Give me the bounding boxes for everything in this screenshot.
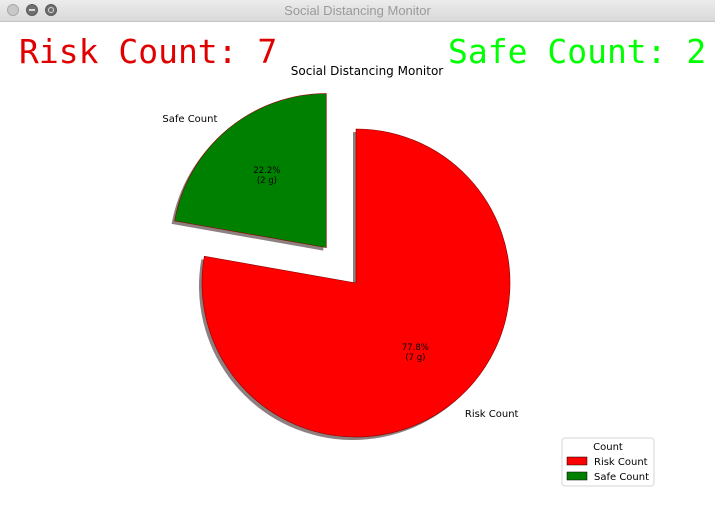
window-titlebar: Social Distancing Monitor <box>0 0 715 22</box>
risk-count-overlay: Risk Count: 7 <box>19 32 278 71</box>
zoom-window-button[interactable] <box>45 4 57 16</box>
pie-slice-risk-count <box>201 128 511 438</box>
chart-legend: Count Risk Count Safe Count <box>561 437 655 487</box>
chart-title: Social Distancing Monitor <box>291 64 444 78</box>
pie-percent-label: 22.2% (2 g) <box>253 166 280 186</box>
pie-slice-label: Safe Count <box>162 114 217 125</box>
legend-title: Count <box>593 442 623 453</box>
close-window-button[interactable] <box>7 4 19 16</box>
pie-slice-safe-count <box>174 93 327 248</box>
window-title: Social Distancing Monitor <box>284 3 431 18</box>
legend-entry-label: Risk Count <box>594 457 648 468</box>
legend-entry-label: Safe Count <box>594 472 649 483</box>
legend-swatch <box>566 456 588 466</box>
pie-chart: Social Distancing Monitor 77.8% (7 g) Risk… <box>162 64 655 487</box>
pie-slice-label: Risk Count <box>465 409 519 420</box>
legend-swatch <box>566 471 588 481</box>
pie-group: 77.8% (7 g) Risk Count 22.2% (2 g) Safe Count <box>162 93 519 440</box>
pie-percent-label: 77.8% (7 g) <box>402 343 429 363</box>
safe-count-overlay: Safe Count: 2 <box>448 32 707 71</box>
minimize-window-button[interactable] <box>26 4 38 16</box>
